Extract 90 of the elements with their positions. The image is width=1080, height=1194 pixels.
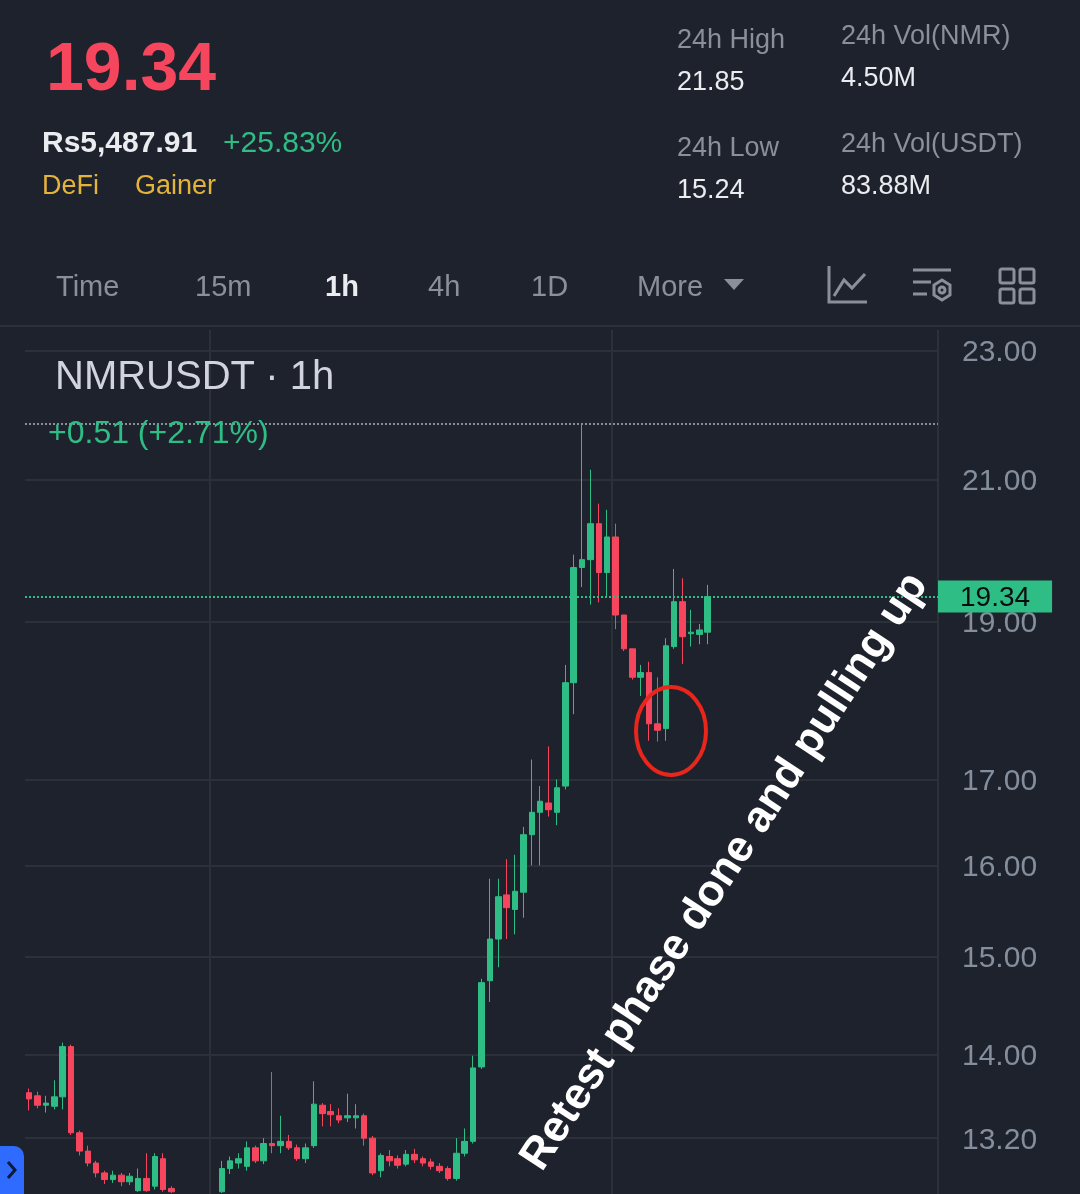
candlestick [135,1168,141,1193]
candlestick [545,745,552,818]
candlestick [596,503,602,603]
candlestick [110,1170,116,1184]
candlestick [361,1113,367,1147]
y-tick-label: 16.00 [962,848,1038,882]
text: 83.88M [841,169,932,200]
text: DeFi [42,169,100,200]
candlestick [663,637,669,742]
text: 15m [195,269,252,302]
text: 1h [325,269,359,302]
text: 24h Vol(NMR) [841,19,1011,50]
candlestick [436,1162,443,1174]
candlestick [512,854,518,935]
y-tick-label: 23.00 [962,334,1038,368]
candlestick [294,1144,300,1162]
candlestick [679,577,686,665]
candlestick [227,1156,233,1175]
candlestick [126,1172,133,1186]
candlestick [101,1170,108,1185]
candlestick [420,1156,426,1167]
candlestick [487,878,493,1003]
candlestick [252,1145,259,1164]
candlestick [612,523,619,630]
candlestick [445,1165,451,1182]
candlestick [654,676,661,743]
candlestick [244,1140,250,1172]
candlestick [43,1095,49,1114]
candlestick [260,1137,267,1165]
candlestick [520,826,527,919]
candlestick [277,1115,284,1154]
text: 24h Low [677,131,780,162]
candlestick [168,1185,175,1194]
candlestick [93,1160,99,1178]
candlestick [160,1152,166,1193]
candlestick [235,1152,242,1170]
candlestick [26,1088,32,1111]
candlestick [302,1143,309,1164]
candlestick [621,614,627,652]
candlestick [579,423,585,588]
annotation: +0.51 (+2.71%) [48,414,269,450]
candlestick [118,1172,125,1187]
text: Gainer [135,169,217,200]
candlestick [529,759,535,866]
text: 4h [428,269,461,302]
candlestick [411,1148,418,1164]
candlestick [76,1130,83,1156]
candlestick [470,1055,476,1145]
text: Time [56,269,120,302]
candlestick [336,1107,342,1124]
candlestick [219,1160,225,1194]
candlestick [503,858,510,940]
text: Rs5,487.91 [42,125,198,158]
candlestick [688,609,694,648]
y-tick-label: 21.00 [962,463,1038,497]
text: NMRUSDT · 1h [55,353,335,397]
candlestick [378,1152,384,1178]
candlestick [428,1158,434,1171]
text: 19.34 [46,28,217,104]
candlestick [646,661,652,742]
y-tick-label: 17.00 [962,762,1038,796]
candlestick [143,1152,150,1193]
candlestick [269,1071,275,1154]
text: More [637,269,704,302]
text: 24h High [677,23,786,54]
candlestick [403,1149,409,1167]
candlestick [311,1080,317,1149]
y-tick-label: 15.00 [962,940,1038,974]
candlestick [286,1134,292,1151]
candlestick [152,1152,158,1191]
candlestick [68,1044,74,1136]
text: 21.85 [677,65,745,96]
candlestick [344,1093,351,1123]
text: 15.24 [677,173,745,204]
candlestick [537,785,543,866]
candlestick [353,1103,359,1129]
text: +25.83% [223,125,343,158]
text: 4.50M [841,61,917,92]
candlestick [34,1091,41,1109]
y-tick-label: 14.00 [962,1038,1038,1072]
text: 1D [531,269,569,302]
candlestick [478,978,485,1070]
candlestick [637,664,644,697]
y-tick-label: 13.20 [962,1121,1038,1155]
candlestick [369,1135,376,1176]
text: 24h Vol(USDT) [841,127,1023,158]
candlestick [554,778,560,826]
candlestick [495,878,502,968]
candlestick [85,1145,91,1167]
candlestick [629,648,636,681]
